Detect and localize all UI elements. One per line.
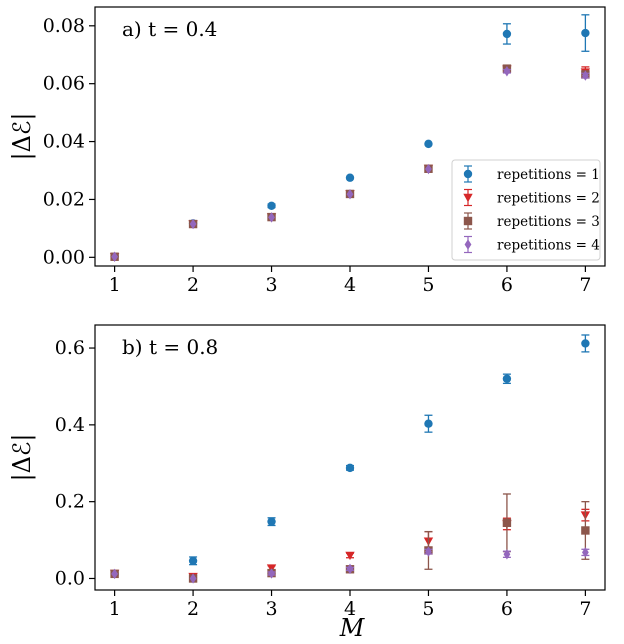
y-tick-label: 0.02 [43,188,85,210]
legend-marker [463,216,473,226]
x-tick-label: 5 [422,598,434,620]
x-tick-label: 1 [109,598,121,620]
legend: repetitions = 1 repetitions = 2 repetition… [451,159,601,261]
y-tick-label: 0.6 [55,337,85,359]
x-tick-label: 3 [265,274,277,296]
data-point [502,518,512,527]
panel-title: b) t = 0.8 [122,335,218,359]
data-point [503,549,511,560]
x-tick-label: 1 [109,274,121,296]
series-1 [110,334,590,579]
x-tick-label: 2 [187,598,199,620]
data-point [581,28,590,38]
y-axis-label: |Δℰ| [8,112,37,160]
data-point [581,339,590,348]
x-axis-label: M [339,614,366,642]
y-tick-label: 0.04 [43,131,85,153]
data-point [111,568,119,580]
data-point [189,218,197,230]
data-point [424,419,433,428]
legend-label: repetitions = 1 [497,167,600,183]
series-4 [111,66,590,262]
data-point [345,551,355,561]
x-tick-label: 6 [501,598,513,620]
data-point [425,546,432,557]
data-point [581,70,589,81]
y-axis-label: |Δℰ| [8,433,37,481]
plot-frame [94,324,606,591]
x-tick-label: 7 [579,598,591,620]
data-point [425,163,432,175]
x-tick-label: 5 [422,274,434,296]
data-point [188,556,198,566]
data-point [345,173,355,182]
data-point [424,139,433,149]
data-point [346,563,354,575]
panel-a: 1 2 3 4 5 6 7 0.00 0.02 0.04 0.06 0.08 |Δℰ| a) t = 0.… [8,6,606,296]
legend-label: repetitions = 3 [497,214,600,230]
data-point [345,463,355,473]
y-tick-label: 0.08 [43,15,85,37]
x-tick-label: 7 [579,274,591,296]
y-tick-label: 0.0 [55,567,85,589]
legend-box [451,159,601,261]
data-point [267,201,276,211]
data-point [503,66,511,77]
y-tick-label: 0.06 [43,73,85,95]
x-tick-label: 4 [344,274,356,296]
data-point [502,374,512,383]
data-point [189,573,197,584]
legend-label: repetitions = 4 [497,238,600,254]
x-tick-label: 2 [187,274,199,296]
data-point [111,251,119,262]
legend-marker [463,169,473,179]
legend-marker [464,239,472,250]
data-point [581,526,590,535]
data-point [581,547,589,558]
series-4 [111,546,590,584]
y-tick-label: 0.00 [43,246,85,268]
panel-b: 1 2 3 4 5 6 7 0.0 0.2 0.4 0.6 |Δℰ| b) t = 0.8 [8,324,606,620]
x-tick-label: 4 [344,598,356,620]
panel-title: a) t = 0.4 [122,17,217,41]
data-point [268,212,275,223]
y-tick-label: 0.4 [55,414,85,436]
x-tick-label: 6 [501,274,513,296]
data-point [346,189,354,200]
data-point [268,568,275,579]
x-tick-label: 3 [265,598,277,620]
y-tick-label: 0.2 [55,491,85,513]
legend-marker [463,193,473,203]
data-point [502,29,512,39]
legend-label: repetitions = 2 [497,191,600,207]
data-point [267,517,276,526]
